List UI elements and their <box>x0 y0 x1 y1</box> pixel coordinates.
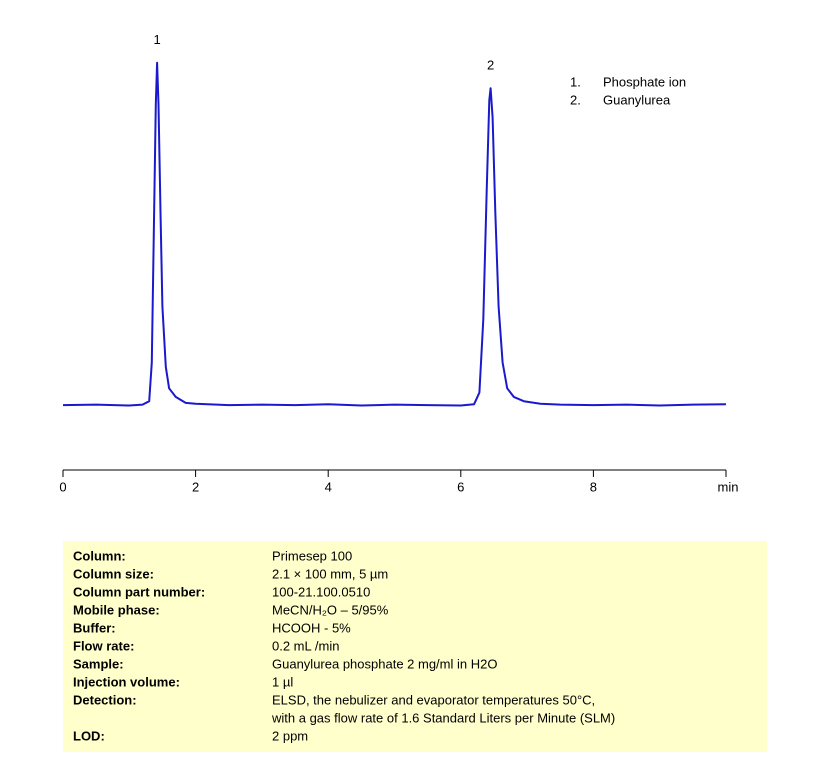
x-tick-label: 4 <box>325 479 332 494</box>
trace <box>62 61 727 407</box>
legend-name: Guanylurea <box>603 92 671 107</box>
info-label: Column: <box>73 548 126 563</box>
legend-num: 1. <box>570 74 581 89</box>
info-value: 0.2 mL /min <box>272 638 339 653</box>
info-value: MeCN/H₂O – 5/95% <box>272 602 389 617</box>
info-label: Flow rate: <box>73 638 134 653</box>
legend-name: Phosphate ion <box>603 74 686 89</box>
info-value: Guanylurea phosphate 2 mg/ml in H2O <box>272 656 497 671</box>
info-label: Sample: <box>73 656 124 671</box>
info-value: 2 ppm <box>272 728 308 743</box>
info-label: Column part number: <box>73 584 205 599</box>
x-tick-label: 8 <box>590 479 597 494</box>
info-value: 1 µl <box>272 674 293 689</box>
x-tick-label: 6 <box>457 479 464 494</box>
info-value: Primesep 100 <box>272 548 352 563</box>
info-label: LOD: <box>73 728 105 743</box>
legend-num: 2. <box>570 92 581 107</box>
info-value: 2.1 × 100 mm, 5 µm <box>272 566 388 581</box>
x-axis-label: min <box>718 479 739 494</box>
info-value: HCOOH - 5% <box>272 620 351 635</box>
info-label: Injection volume: <box>73 674 180 689</box>
peak-label: 1 <box>154 32 161 47</box>
info-label: Mobile phase: <box>73 602 160 617</box>
info-value: with a gas flow rate of 1.6 Standard Lit… <box>271 710 615 725</box>
peak-label: 2 <box>487 58 494 73</box>
info-label: Buffer: <box>73 620 116 635</box>
x-tick-label: 2 <box>192 479 199 494</box>
info-panel <box>63 541 767 752</box>
x-tick-label: 0 <box>59 479 66 494</box>
info-label: Column size: <box>73 566 154 581</box>
info-value: 100-21.100.0510 <box>272 584 370 599</box>
info-value: ELSD, the nebulizer and evaporator tempe… <box>272 692 595 707</box>
info-label: Detection: <box>73 692 137 707</box>
